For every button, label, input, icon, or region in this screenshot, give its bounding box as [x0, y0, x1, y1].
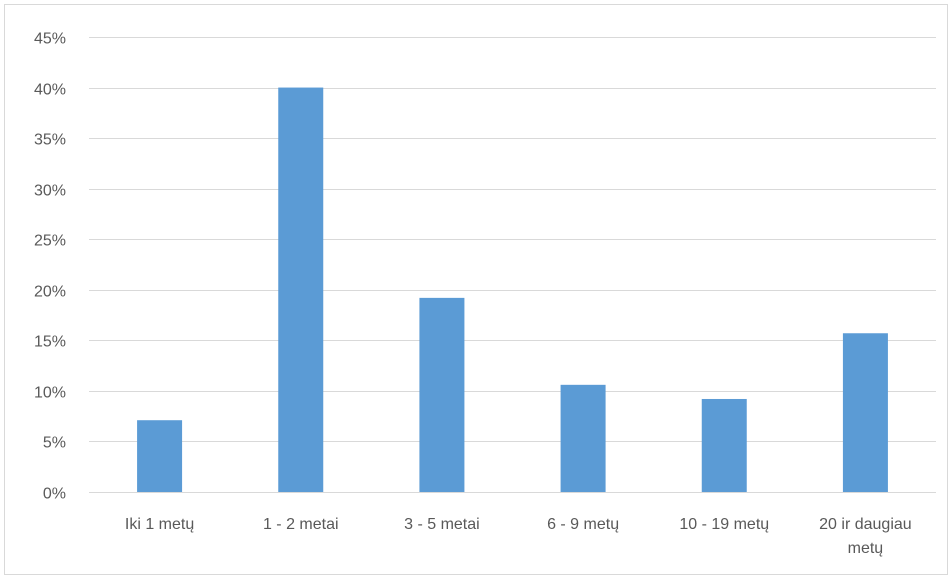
y-tick-label: 35% [34, 132, 66, 149]
bar [137, 420, 183, 492]
y-tick-label: 20% [34, 284, 66, 301]
y-tick-label: 10% [34, 385, 66, 402]
y-tick-label: 25% [34, 233, 66, 250]
y-tick-label: 15% [34, 334, 66, 351]
x-tick-label: 1 - 2 metai [263, 516, 339, 533]
x-tick-label-line: 3 - 5 metai [404, 516, 480, 533]
y-tick-label: 5% [43, 435, 66, 452]
y-tick-label: 30% [34, 183, 66, 200]
x-tick-label-line: metų [848, 540, 884, 557]
bar [842, 333, 888, 492]
x-tick-label: 3 - 5 metai [404, 516, 480, 533]
bar [560, 384, 606, 492]
bar [278, 87, 324, 493]
x-tick-label-line: 20 ir daugiau [819, 516, 912, 533]
y-tick-label: 0% [43, 486, 66, 503]
x-tick-label-line: 6 - 9 metų [547, 516, 619, 533]
x-tick-label: Iki 1 metų [125, 516, 194, 533]
x-tick-label-line: Iki 1 metų [125, 516, 194, 533]
y-tick-label: 45% [34, 31, 66, 48]
x-tick-label-line: 1 - 2 metai [263, 516, 339, 533]
x-tick-label: 20 ir daugiau metų [819, 516, 912, 557]
y-tick-label: 40% [34, 82, 66, 99]
x-tick-label: 10 - 19 metų [679, 516, 769, 533]
x-tick-label: 6 - 9 metų [547, 516, 619, 533]
x-tick-label-line: 10 - 19 metų [679, 516, 769, 533]
bar [419, 297, 465, 492]
bar [701, 398, 747, 492]
